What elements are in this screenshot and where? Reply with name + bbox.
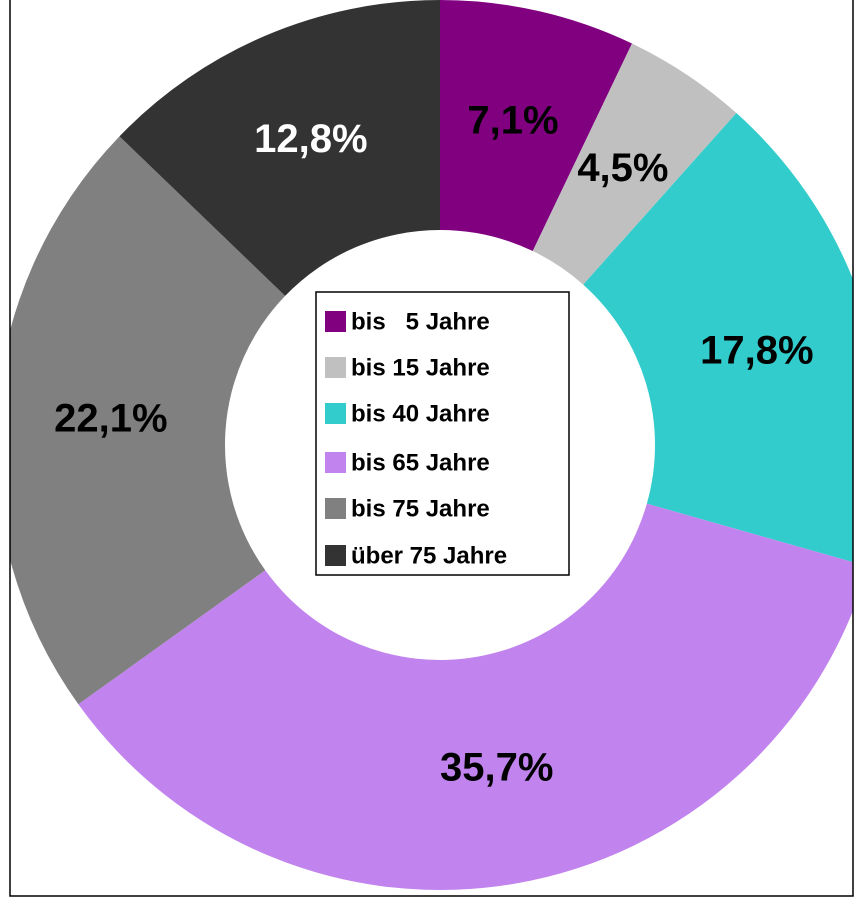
slice	[119, 0, 440, 296]
legend-swatch	[325, 452, 346, 473]
data-label: 7,1%	[467, 99, 558, 143]
legend-label: bis 5 Jahre	[351, 308, 490, 335]
legend-label: bis 15 Jahre	[351, 354, 490, 381]
slice	[10, 136, 286, 705]
data-label: 35,7%	[440, 746, 553, 790]
data-label: 12,8%	[254, 117, 367, 161]
legend-label: bis 65 Jahre	[351, 449, 490, 476]
legend-swatch	[325, 545, 346, 566]
slice	[532, 43, 737, 285]
slice	[440, 0, 632, 252]
legend-box	[315, 291, 570, 576]
slice	[78, 503, 853, 890]
legend-swatch	[325, 403, 346, 424]
legend-label: bis 75 Jahre	[351, 495, 490, 522]
legend-swatch	[325, 498, 346, 519]
data-label: 22,1%	[54, 397, 167, 441]
frame	[9, 0, 854, 897]
data-label: 17,8%	[700, 328, 813, 372]
slice	[583, 113, 853, 563]
data-label: 4,5%	[577, 146, 668, 190]
legend-swatch	[325, 357, 346, 378]
legend: bis 5 Jahre bis 15 Jahre bis 40 Jahre bis 6…	[315, 291, 570, 576]
legend-label: über 75 Jahre	[351, 542, 507, 569]
legend-swatch	[325, 311, 346, 332]
legend-label: bis 40 Jahre	[351, 400, 490, 427]
